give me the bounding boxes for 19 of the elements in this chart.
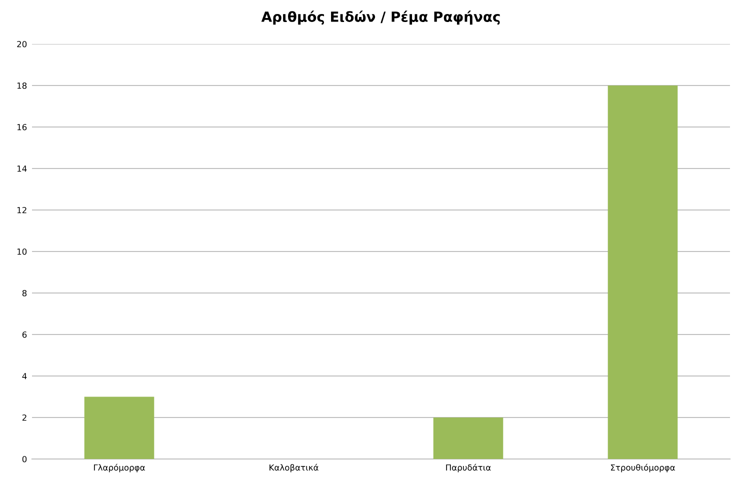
y-tick-label: 18 (17, 82, 27, 89)
y-tick-label: 12 (17, 206, 26, 214)
y-tick-label: 0 (22, 456, 27, 462)
y-tick-label: 20 (17, 40, 27, 48)
x-tick-label: Παρυδάτια (446, 464, 491, 472)
y-tick-label: 6 (22, 331, 27, 338)
y-tick-label: 8 (22, 290, 27, 296)
y-tick-label: 10 (17, 248, 27, 255)
y-tick-label: 2 (22, 414, 26, 421)
y-tick-label: 16 (17, 124, 27, 130)
y-tick-label: 14 (17, 166, 27, 172)
chart-title: Αριθμός Ειδών / Ρέμα Ραφήνας (261, 10, 500, 25)
bar (84, 396, 154, 459)
x-tick-label: Γλαρόμορφα (94, 464, 145, 472)
y-tick-label: 4 (22, 373, 27, 380)
bar (608, 86, 678, 459)
x-tick-label: Καλοβατικά (270, 464, 318, 472)
x-tick-label: Στρουθιόμορφα (610, 464, 675, 472)
bar (433, 418, 504, 459)
